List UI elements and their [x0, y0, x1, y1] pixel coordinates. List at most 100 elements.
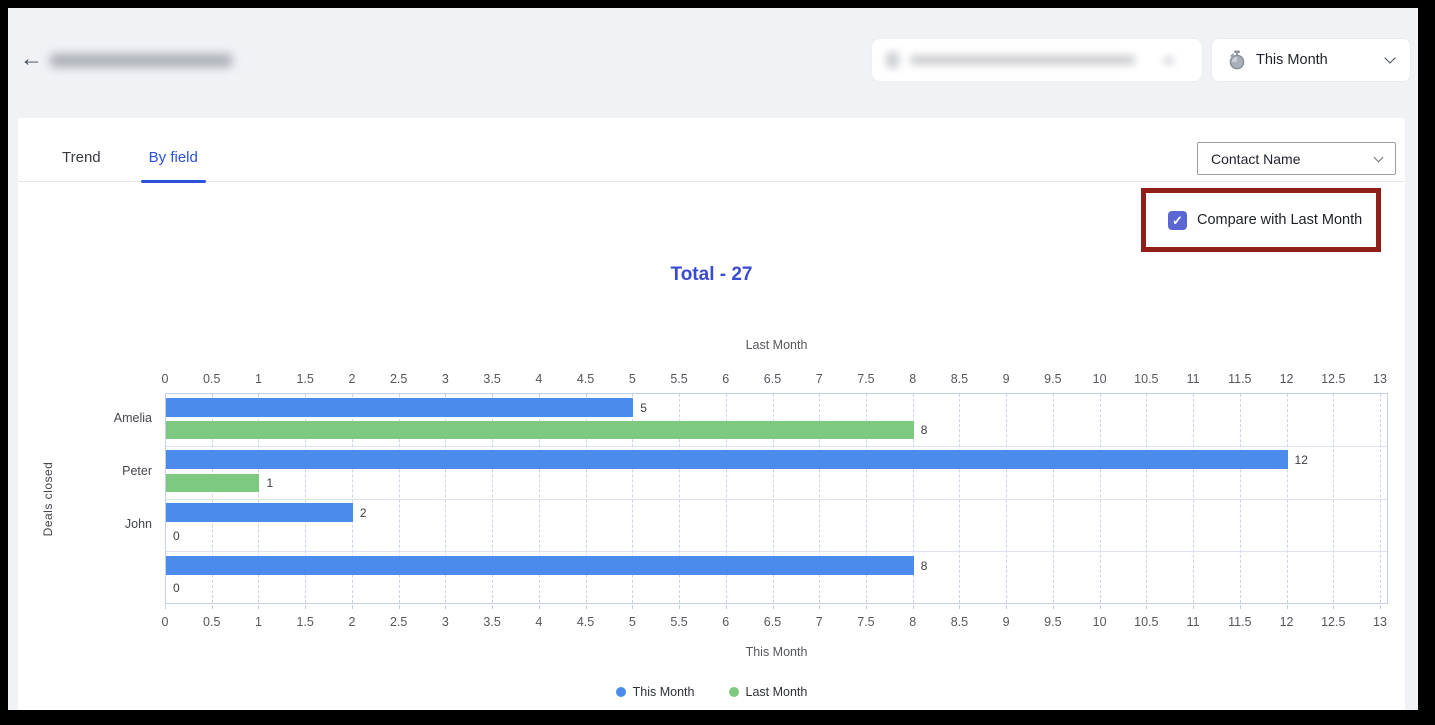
x-tick-label-top: 7 [815, 372, 823, 386]
x-tick-label-bottom: 5 [628, 615, 636, 629]
bar-this-month[interactable] [166, 450, 1288, 470]
tick-mark [351, 605, 353, 609]
row-separator [166, 551, 1387, 553]
bar-this-month[interactable] [166, 555, 914, 575]
x-tick-label-bottom: 9 [1002, 615, 1010, 629]
tab-trend[interactable]: Trend [62, 149, 101, 166]
value-label: 8 [920, 558, 928, 573]
value-label: 5 [640, 400, 647, 415]
tick-mark [1099, 605, 1101, 609]
x-tick-label-top: 5 [628, 372, 636, 386]
tab-by-field[interactable]: By field [140, 149, 207, 183]
x-tick-label-top: 11.5 [1228, 372, 1252, 386]
compare-checkbox[interactable]: ✓ Compare with Last Month [1168, 210, 1362, 230]
value-label: 0 [173, 581, 180, 596]
x-tick-label-top: 10.5 [1134, 372, 1159, 386]
tick-mark [258, 605, 260, 609]
tick-mark [632, 605, 634, 609]
x-tick-label-bottom: 2.5 [389, 615, 408, 629]
group-by-select[interactable]: Contact Name [1197, 142, 1396, 175]
x-tick-label-top: 4.5 [576, 372, 595, 386]
value-label: 8 [920, 423, 928, 437]
compare-annotation-box: ✓ Compare with Last Month [1141, 188, 1381, 252]
x-tick-label-bottom: 3.5 [483, 615, 501, 629]
report-card: Trend By field Contact Name ✓ Compare wi… [18, 118, 1405, 710]
x-tick-label-top: 4 [535, 372, 543, 386]
x-tick-label-top: 11 [1186, 372, 1200, 386]
value-label: 1 [266, 475, 274, 490]
tick-mark [772, 605, 774, 609]
x-tick-label-bottom: 8.5 [950, 615, 969, 629]
app-page: ← This Month Trend By field [8, 8, 1418, 710]
tick-mark [865, 605, 867, 609]
x-tick-label-bottom: 5.5 [670, 615, 688, 629]
back-button[interactable]: ← [20, 45, 43, 71]
x-tick-label-bottom: 2 [348, 615, 356, 629]
value-label: 12 [1294, 453, 1308, 468]
tick-mark [585, 605, 587, 609]
x-tick-label-top: 8 [909, 372, 917, 386]
group-by-value: Contact Name [1211, 150, 1301, 167]
tick-mark [1006, 605, 1008, 609]
x-tick-label-top: 10 [1092, 372, 1107, 386]
x-tick-label-bottom: 1.5 [296, 615, 314, 629]
tick-mark [211, 605, 213, 609]
tabs-bar: Trend By field [18, 118, 1405, 183]
x-tick-label-bottom: 4.5 [576, 615, 595, 629]
x-tick-label-top: 2 [348, 372, 356, 386]
tick-mark [305, 605, 307, 609]
x-tick-label-top: 9.5 [1044, 372, 1062, 386]
owner-filter-dropdown[interactable] [872, 39, 1202, 81]
x-tick-label-top: 9 [1002, 372, 1010, 386]
tick-mark [1239, 605, 1241, 609]
chevron-down-icon [1373, 152, 1384, 162]
bar-last-month[interactable] [166, 473, 260, 492]
legend-item[interactable]: This Month [615, 685, 695, 699]
tick-mark [819, 605, 821, 609]
x-tick-label-bottom: 7.5 [857, 615, 875, 629]
tick-mark [165, 605, 166, 609]
legend-item[interactable]: Last Month [728, 685, 807, 699]
row-separator [166, 498, 1387, 500]
tick-mark [1146, 605, 1148, 609]
category-label: Amelia [113, 411, 152, 426]
user-icon [886, 52, 899, 68]
tick-mark [1193, 605, 1195, 609]
bottom-axis-label: This Month [745, 645, 808, 659]
x-tick-label-top: 3.5 [483, 372, 501, 386]
report-header: ← This Month [8, 8, 1418, 118]
period-selector[interactable]: This Month [1212, 39, 1410, 81]
x-tick-label-bottom: 10.5 [1134, 615, 1159, 629]
x-tick-label-bottom: 13 [1373, 615, 1387, 629]
x-tick-label-bottom: 0 [161, 615, 169, 629]
x-tick-label-bottom: 11 [1186, 615, 1200, 629]
owner-filter-text-redacted [910, 55, 1135, 65]
tick-mark [538, 605, 540, 609]
tick-mark [1286, 605, 1288, 609]
bar-this-month[interactable] [166, 503, 353, 522]
x-tick-label-top: 1 [254, 372, 262, 386]
tick-mark [679, 605, 681, 609]
checkbox-checked-icon[interactable]: ✓ [1168, 210, 1187, 230]
y-axis-label: Deals closed [41, 461, 55, 536]
bar-this-month[interactable] [166, 397, 634, 417]
tick-mark [1380, 605, 1381, 609]
x-tick-label-bottom: 1 [254, 615, 262, 629]
legend-dot-icon [615, 687, 626, 697]
x-tick-label-bottom: 9.5 [1044, 615, 1062, 629]
tick-mark [1333, 605, 1335, 609]
value-label: 0 [173, 528, 180, 543]
value-label: 2 [359, 506, 367, 520]
category-label: John [124, 516, 152, 531]
tick-mark [912, 605, 914, 609]
category-label: Peter [122, 464, 152, 479]
tick-mark [492, 605, 494, 609]
x-tick-label-top: 6 [722, 372, 730, 386]
x-tick-label-top: 12.5 [1321, 372, 1346, 386]
x-tick-label-top: 6.5 [763, 372, 782, 386]
period-value: This Month [1256, 52, 1328, 68]
x-tick-label-bottom: 0.5 [203, 615, 221, 629]
tick-mark [445, 605, 447, 609]
x-tick-label-top: 0 [161, 372, 169, 386]
bar-last-month[interactable] [166, 421, 914, 439]
